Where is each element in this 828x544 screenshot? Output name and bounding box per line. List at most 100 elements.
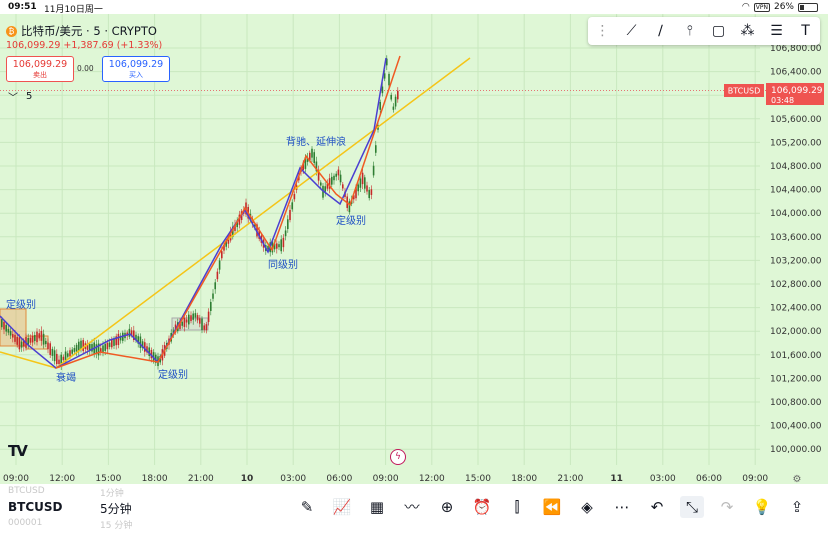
candle-body xyxy=(273,243,276,250)
annotation-level-3: 定级别 xyxy=(336,214,366,227)
chart-area[interactable] xyxy=(0,14,828,484)
status-bar: 09:51 11月10日周一 ◠ VPN 26% xyxy=(0,0,828,15)
time-tick-label: 09:00 xyxy=(3,474,29,484)
indicators-toggle[interactable]: ﹀ 5 xyxy=(8,89,32,104)
undo-icon[interactable]: ↶ xyxy=(650,498,664,516)
candle-type-icon[interactable]: ⫿ xyxy=(514,498,520,516)
bitcoin-icon: ₿ xyxy=(6,25,17,37)
candle-body xyxy=(238,214,241,225)
candle-body xyxy=(201,318,203,331)
candle-body xyxy=(130,330,133,336)
redo-icon[interactable]: ↷ xyxy=(720,498,734,516)
share-icon[interactable]: ⇪ xyxy=(790,498,804,516)
trend-line-icon[interactable]: ⟋ xyxy=(626,23,637,39)
candle-body xyxy=(372,165,375,176)
alert-icon[interactable]: ⏰ xyxy=(472,498,492,516)
replay-icon[interactable]: ⏪ xyxy=(542,498,562,516)
axis-settings-icon: ⚙ xyxy=(793,474,802,485)
battery-icon xyxy=(798,2,818,12)
candle-body xyxy=(117,333,120,346)
annotation-divergence: 背驰、延伸浪 xyxy=(286,135,346,148)
status-right: ◠ VPN 26% xyxy=(742,2,818,12)
candle-body xyxy=(289,209,291,221)
annotation-same-level: 同级别 xyxy=(268,259,298,271)
candle-body xyxy=(223,245,225,251)
price-tick-label: 102,800.00 xyxy=(770,280,822,290)
indicators-icon[interactable]: 📈 xyxy=(332,498,352,516)
candle-body xyxy=(102,345,104,352)
layers-icon[interactable]: ◈ xyxy=(581,498,593,516)
candle-body xyxy=(1,319,3,328)
compare-icon[interactable]: 〰 xyxy=(404,498,420,516)
candle-body xyxy=(205,324,208,331)
add-icon[interactable]: ⊕ xyxy=(440,498,454,516)
bottom-symbol[interactable]: BTCUSD xyxy=(8,500,63,514)
candle-body xyxy=(366,185,368,192)
candle-body xyxy=(58,359,60,365)
collapse-icon[interactable]: ⤡ xyxy=(680,496,704,518)
ghost-symbol-top: BTCUSD xyxy=(8,486,45,496)
symbol-header[interactable]: ₿ 比特币/美元 · 5 · CRYPTO xyxy=(6,23,157,39)
pattern-icon[interactable]: ⁂ xyxy=(740,23,755,39)
layout-icon[interactable]: ▦ xyxy=(369,498,385,516)
candle-body xyxy=(45,340,47,345)
candle-body xyxy=(370,189,373,195)
ray-line-icon[interactable]: ∕ xyxy=(658,23,663,39)
candle-body xyxy=(51,348,54,356)
candle-body xyxy=(133,330,135,340)
candle-body xyxy=(293,194,296,200)
candle-body xyxy=(337,169,340,176)
candle-body xyxy=(333,175,335,181)
wifi-icon: ◠ xyxy=(741,2,750,12)
candle-body xyxy=(34,335,36,341)
candle-body xyxy=(232,226,234,237)
draw-icon[interactable]: ✎ xyxy=(300,498,314,516)
candle-body xyxy=(203,325,205,330)
vertical-line-icon[interactable]: ⫯ xyxy=(686,23,693,39)
candle-body xyxy=(113,338,115,346)
chevron-down-icon[interactable]: ﹀ xyxy=(8,93,18,104)
bottom-toolbar: BTCUSD 1分钟 BTCUSD 5分钟 000001 15 分钟 ✎ 📈 ▦… xyxy=(0,486,828,544)
fib-icon[interactable]: ☰ xyxy=(770,23,783,39)
candle-body xyxy=(60,354,62,366)
segment-line xyxy=(55,55,401,369)
symbol-title[interactable]: 比特币/美元 · 5 · CRYPTO xyxy=(21,24,157,38)
candle-body xyxy=(278,244,280,248)
more-icon[interactable]: ⋯ xyxy=(614,498,630,516)
lightning-icon[interactable]: ϟ xyxy=(390,449,406,465)
drag-handle-icon[interactable]: ⋮ xyxy=(595,23,610,39)
bottom-interval[interactable]: 5分钟 xyxy=(100,502,132,516)
time-axis: 09:00 12:00 15:00 18:00 21:00 10 03:00 06:00 09:… xyxy=(3,474,801,485)
candle-body xyxy=(320,182,322,186)
price-change: 106,099.29 +1,387.69 (+1.33%) xyxy=(6,40,163,51)
candle-body xyxy=(207,311,210,322)
candle-body xyxy=(27,337,29,345)
candle-body xyxy=(20,341,23,348)
time-tick-label: 09:00 xyxy=(742,474,768,484)
sell-button[interactable]: 106,099.29 卖出 xyxy=(6,56,74,82)
candle-body xyxy=(392,106,395,110)
candle-body xyxy=(342,184,344,189)
text-icon[interactable]: T xyxy=(801,23,810,39)
candle-body xyxy=(326,183,329,189)
candle-body xyxy=(287,219,289,230)
candle-body xyxy=(146,346,148,353)
price-axis: 106,800.00106,400.00106,000.00105,600.00… xyxy=(770,44,822,455)
candle-body xyxy=(375,145,377,153)
time-tick-label: 18:00 xyxy=(142,474,168,484)
bulb-icon[interactable]: 💡 xyxy=(752,498,772,516)
ghost-interval-bottom: 15 分钟 xyxy=(100,521,133,531)
price-tick-label: 100,800.00 xyxy=(770,398,822,408)
candle-body xyxy=(328,178,331,189)
price-tick-label: 104,800.00 xyxy=(770,162,822,172)
candle-body xyxy=(379,101,381,110)
candle-body xyxy=(150,349,153,359)
candle-body xyxy=(221,251,223,259)
candle-body xyxy=(196,315,199,321)
buy-button[interactable]: 106,099.29 买入 xyxy=(102,56,170,82)
candle-body xyxy=(280,239,282,252)
candle-body xyxy=(18,337,21,350)
rectangle-icon[interactable]: ▢ xyxy=(711,23,726,39)
candle-body xyxy=(381,86,384,94)
